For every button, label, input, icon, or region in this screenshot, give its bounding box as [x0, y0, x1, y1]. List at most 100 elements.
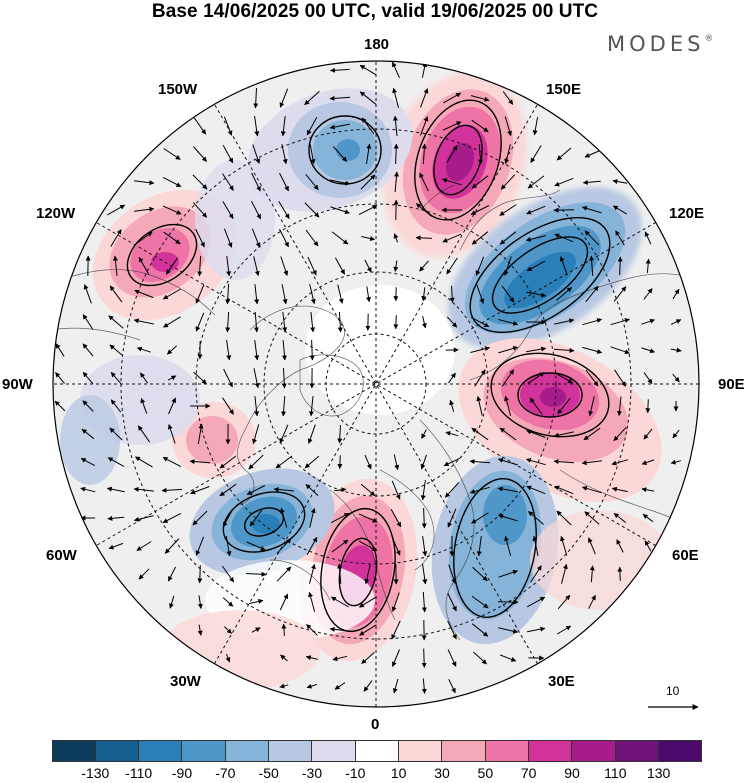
wind-vector	[361, 652, 375, 664]
lon-label-60e: 60E	[672, 547, 699, 564]
wind-vector	[503, 256, 512, 276]
colorbar-cell	[485, 740, 530, 762]
wind-vector	[304, 455, 320, 469]
wind-vector	[501, 285, 515, 303]
wind-vector	[309, 339, 315, 361]
wind-vector	[54, 400, 66, 412]
wind-vector	[254, 340, 260, 361]
wind-vector	[162, 176, 182, 188]
wind-vector	[332, 146, 348, 162]
wind-vector	[617, 566, 623, 581]
wind-vector	[109, 344, 123, 356]
wind-vector	[366, 143, 372, 164]
wind-vector	[474, 369, 486, 387]
wind-vector	[443, 92, 462, 104]
wind-vector	[133, 515, 154, 522]
wind-vector	[557, 594, 571, 610]
wind-vector	[161, 487, 183, 493]
wind-vector	[504, 116, 512, 137]
wind-vector	[308, 591, 316, 612]
wind-vector	[422, 536, 428, 557]
wind-vector	[162, 512, 182, 524]
wind-vector	[162, 456, 182, 468]
wind-vector	[193, 146, 207, 162]
wind-vector	[391, 592, 400, 612]
wind-vector	[334, 682, 346, 690]
wind-vector	[222, 397, 234, 415]
wind-vector	[442, 233, 462, 243]
wind-vector	[419, 260, 429, 272]
wind-vector	[393, 233, 399, 243]
wind-vector	[250, 200, 262, 220]
reference-vector-label: 10	[666, 684, 680, 698]
wind-vector	[471, 427, 489, 441]
wind-vector	[329, 123, 350, 130]
wind-vector	[421, 287, 427, 302]
wind-vector	[305, 173, 319, 191]
wind-vector	[364, 454, 372, 470]
wind-vector	[532, 117, 539, 136]
wind-vector	[415, 235, 432, 241]
wind-vector	[643, 288, 653, 300]
wind-vector	[446, 316, 458, 328]
wind-vector	[421, 591, 427, 613]
wind-vector	[330, 512, 350, 524]
wind-vector	[526, 291, 547, 298]
wind-vector	[499, 231, 517, 245]
wind-vector	[219, 455, 237, 469]
wind-vector	[279, 593, 289, 611]
modes-logo: MODES®	[607, 32, 714, 56]
wind-vector	[360, 174, 376, 190]
wind-vector	[528, 511, 544, 525]
wind-vector	[420, 88, 429, 108]
wind-vector	[225, 536, 232, 557]
wind-vector	[616, 396, 622, 417]
wind-vector	[223, 116, 233, 136]
wind-vector	[561, 563, 568, 584]
wind-vector	[165, 257, 179, 275]
wind-vector	[554, 233, 574, 243]
wind-vector	[273, 486, 294, 492]
wind-vector	[582, 179, 601, 185]
wind-vector	[280, 116, 286, 137]
wind-vector	[444, 482, 460, 498]
wind-vector	[106, 486, 125, 493]
wind-vector	[470, 205, 490, 215]
wind-vector	[251, 627, 261, 633]
wind-vector	[366, 286, 371, 303]
wind-vector	[134, 289, 154, 299]
wind-vector	[504, 144, 511, 165]
wind-vector	[526, 485, 546, 495]
wind-vector	[471, 512, 489, 524]
wind-vector	[112, 255, 118, 276]
wind-vector	[612, 205, 627, 215]
wind-vector	[107, 204, 126, 216]
wind-vector	[222, 597, 234, 607]
wind-vector	[529, 397, 543, 415]
wind-vector	[581, 486, 602, 494]
wind-vector	[281, 623, 287, 636]
lon-label-0: 0	[371, 716, 380, 733]
wind-vector	[192, 510, 208, 526]
wind-vector	[526, 429, 546, 438]
wind-vector	[530, 565, 542, 583]
wind-vector	[448, 372, 456, 384]
colorbar-frame	[52, 740, 702, 762]
colorbar-tick-label: 50	[477, 765, 494, 781]
wind-vector	[305, 229, 319, 247]
wind-vector	[109, 285, 123, 303]
colorbar-tick-label: 70	[520, 765, 537, 781]
colorbar-tick-label: -70	[215, 765, 236, 781]
wind-vector	[471, 595, 489, 609]
wind-vector	[420, 454, 427, 470]
wind-vector	[469, 459, 491, 465]
wind-vector	[107, 515, 125, 521]
wind-vector	[195, 536, 205, 556]
wind-vector	[445, 431, 459, 437]
wind-vector	[497, 514, 518, 522]
wind-vector	[107, 457, 125, 467]
wind-vector	[553, 347, 575, 353]
wind-vector	[584, 150, 600, 158]
wind-vector	[246, 485, 266, 495]
wind-vector	[449, 399, 455, 412]
